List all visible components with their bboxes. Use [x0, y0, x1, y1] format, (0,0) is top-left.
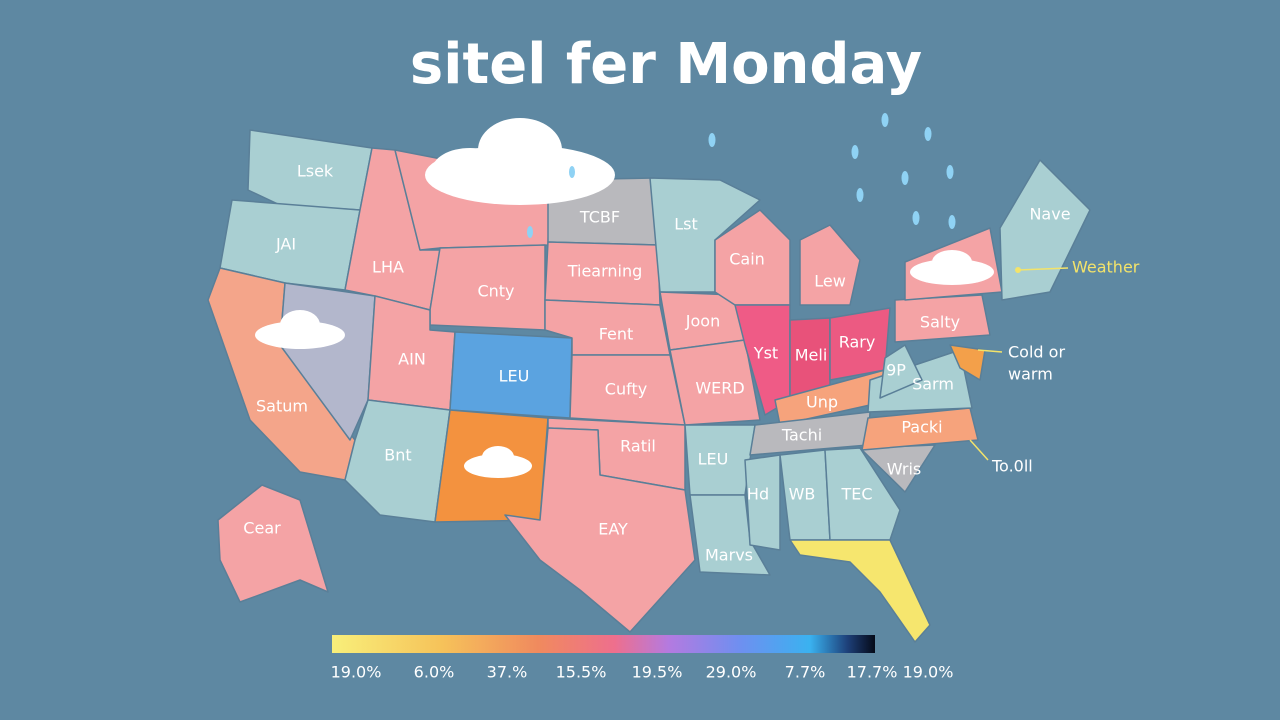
legend-colorbar: [332, 635, 875, 653]
cloud: [932, 250, 972, 274]
state-label: Rary: [839, 333, 876, 352]
state-label: Lew: [814, 272, 846, 291]
legend-label: 17.7%: [847, 663, 898, 682]
raindrops: [527, 113, 956, 238]
leader-dot: [1015, 267, 1021, 273]
raindrop: [948, 215, 956, 229]
raindrop: [851, 145, 859, 159]
state-label: AIN: [398, 350, 426, 369]
legend-label: 15.5%: [556, 663, 607, 682]
leader-line: [969, 439, 989, 461]
raindrop: [901, 171, 909, 185]
raindrop: [924, 127, 932, 141]
callout-total: To.0ll: [991, 457, 1033, 476]
state: [799, 224, 861, 306]
state-label: LEU: [499, 367, 530, 386]
state-label: Cain: [729, 250, 765, 269]
state: [949, 344, 986, 381]
state-label: Wris: [887, 460, 921, 479]
callout-temp: Cold or: [1008, 343, 1065, 362]
state: [744, 454, 781, 551]
state: [861, 407, 979, 451]
legend-label: 19.0%: [903, 663, 954, 682]
legend-label: 7.7%: [785, 663, 826, 682]
state-label: Satum: [256, 397, 308, 416]
state: [219, 199, 361, 291]
callout-temp: warm: [1008, 365, 1053, 384]
state-label: Cnty: [477, 282, 514, 301]
state-label: JAI: [275, 235, 296, 254]
state-label: EAY: [598, 520, 628, 539]
state-label: Fent: [599, 325, 634, 344]
state-label: LHA: [372, 258, 404, 277]
state-label: LEU: [698, 450, 729, 469]
raindrop: [708, 133, 716, 147]
state: [429, 244, 546, 331]
state-label: TCBF: [579, 208, 620, 227]
state-label: Packi: [901, 418, 942, 437]
state-label: Marvs: [705, 546, 753, 565]
state: [689, 494, 771, 576]
legend-label: 37.%: [487, 663, 528, 682]
state-label: Lsek: [297, 162, 334, 181]
raindrop: [856, 188, 864, 202]
state-label: WB: [789, 485, 816, 504]
cloud: [280, 310, 320, 340]
leader-line: [1017, 267, 1069, 271]
leader-line: [977, 349, 1003, 353]
raindrop: [912, 211, 920, 225]
state-label: Tiearning: [567, 262, 643, 281]
state-label: Cear: [243, 519, 281, 538]
state-label: Hd: [747, 485, 769, 504]
state-label: Joon: [685, 312, 720, 331]
state-label: Nave: [1029, 205, 1070, 224]
raindrop: [946, 165, 954, 179]
state: [217, 484, 329, 603]
state: [669, 339, 761, 426]
clouds: [255, 118, 994, 478]
raindrop: [569, 166, 575, 178]
state: [504, 427, 696, 633]
state-label: Salty: [920, 313, 960, 332]
cloud: [482, 446, 514, 468]
state: [824, 447, 901, 541]
callouts: Weather Cold or warm To.0ll: [969, 258, 1140, 476]
state-label: 9P: [886, 361, 906, 380]
legend-label: 19.0%: [331, 663, 382, 682]
legend-label: 19.5%: [632, 663, 683, 682]
state-label: Lst: [674, 215, 698, 234]
map-title: sitel fer Monday: [410, 32, 922, 97]
state-label: WERD: [695, 379, 744, 398]
state-label: Unp: [806, 393, 838, 412]
legend-label: 6.0%: [414, 663, 455, 682]
raindrop: [527, 226, 533, 238]
legend: 19.0% 6.0% 37.% 15.5% 19.5% 29.0% 7.7% 1…: [331, 635, 954, 682]
raindrop: [881, 113, 889, 127]
state-label: Tachi: [781, 426, 822, 445]
state-label: Ratil: [620, 437, 656, 456]
state-label: Cufty: [605, 380, 647, 399]
state-label: Sarm: [912, 375, 954, 394]
callout-weather: Weather: [1072, 258, 1140, 277]
state-label: Bnt: [384, 446, 411, 465]
state-label: TEC: [840, 485, 872, 504]
state: [789, 539, 931, 643]
state-label: Yst: [753, 344, 778, 363]
state-label: Meli: [795, 346, 828, 365]
state-labels: Lsek JAI LHA Cnty TCBF Lst Tiearning Cai…: [243, 162, 1070, 565]
state: [999, 159, 1091, 301]
state: [879, 344, 923, 399]
cloud: [432, 148, 508, 192]
states: [207, 129, 1091, 643]
legend-label: 29.0%: [706, 663, 757, 682]
